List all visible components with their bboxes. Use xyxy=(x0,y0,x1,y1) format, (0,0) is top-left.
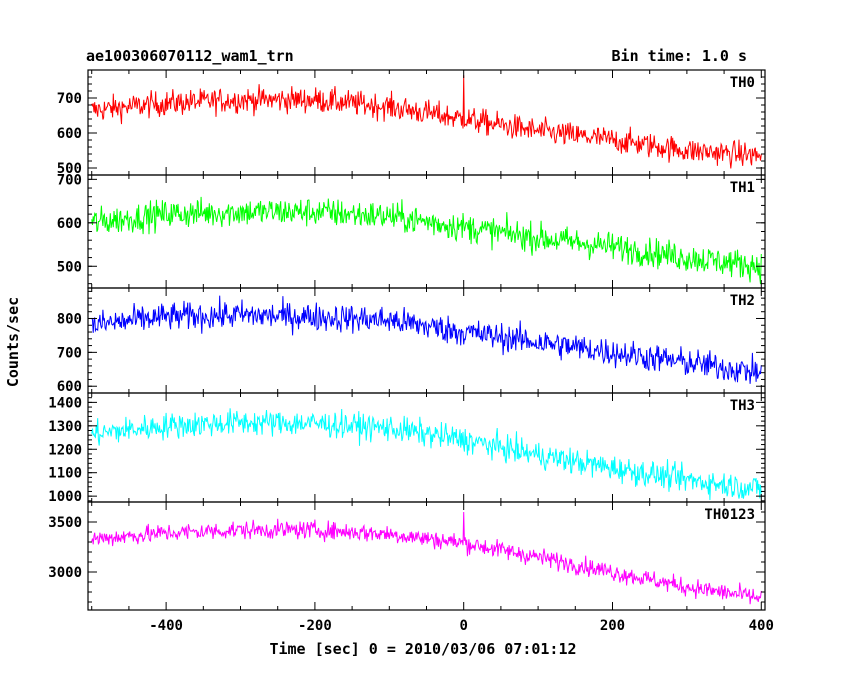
panel-th3: 1000 1100 1200 1300 1400 TH3 xyxy=(48,392,766,505)
chart-title-right: Bin time: 1.0 s xyxy=(612,47,747,65)
y-tick-label: 700 xyxy=(57,345,82,361)
x-tick-label: -400 xyxy=(149,618,183,634)
y-tick-label: 1000 xyxy=(48,489,82,505)
y-tick-label: 1400 xyxy=(48,395,82,411)
y-tick-label: 3500 xyxy=(48,515,82,531)
panel-th1: 500 600 700 TH1 xyxy=(57,172,766,289)
panel-th0123: 3000 3500 TH0123 xyxy=(48,501,766,611)
y-tick-label: 500 xyxy=(57,161,82,177)
x-tick-label: 400 xyxy=(749,618,774,634)
series-line-th0 xyxy=(91,75,762,169)
y-tick-label: 1300 xyxy=(48,419,82,435)
y-tick-label: 1100 xyxy=(48,466,82,482)
series-line-th2 xyxy=(91,295,762,384)
x-tick-label: 0 xyxy=(459,618,467,634)
panel-label-th0: TH0 xyxy=(730,75,755,91)
panel-label-th2: TH2 xyxy=(730,293,755,309)
chart-title-left: ae100306070112_wam1_trn xyxy=(86,47,294,65)
y-tick-label: 600 xyxy=(57,379,82,395)
y-tick-label: 1200 xyxy=(48,442,82,458)
panel-label-th1: TH1 xyxy=(730,180,755,196)
x-tick-label: -200 xyxy=(298,618,332,634)
series-line-th3 xyxy=(91,408,762,501)
y-tick-label: 600 xyxy=(57,216,82,232)
panel-th0: 500 600 700 TH0 xyxy=(57,69,766,177)
panel-frame xyxy=(87,69,766,176)
panel-label-th3: TH3 xyxy=(730,398,755,414)
series-line-th0123 xyxy=(91,511,762,605)
series-line-th1 xyxy=(91,196,762,285)
panel-frame xyxy=(87,174,766,289)
panel-th2: 600 700 800 TH2 xyxy=(57,287,766,395)
y-tick-label: 800 xyxy=(57,311,82,327)
panel-label-th0123: TH0123 xyxy=(704,507,755,523)
panel-frame xyxy=(87,501,766,611)
y-tick-label: 700 xyxy=(57,172,82,188)
y-tick-label: 3000 xyxy=(48,565,82,581)
x-tick-label: 200 xyxy=(600,618,625,634)
panels-group: 500 600 700 TH0 500 600 700 TH1 600 700 800 TH2 1000… xyxy=(48,69,774,634)
y-tick-label: 500 xyxy=(57,259,82,275)
y-tick-label: 700 xyxy=(57,91,82,107)
x-axis-label: Time [sec] 0 = 2010/03/06 07:01:12 xyxy=(269,640,576,658)
y-tick-label: 600 xyxy=(57,126,82,142)
y-axis-label: Counts/sec xyxy=(4,297,22,387)
